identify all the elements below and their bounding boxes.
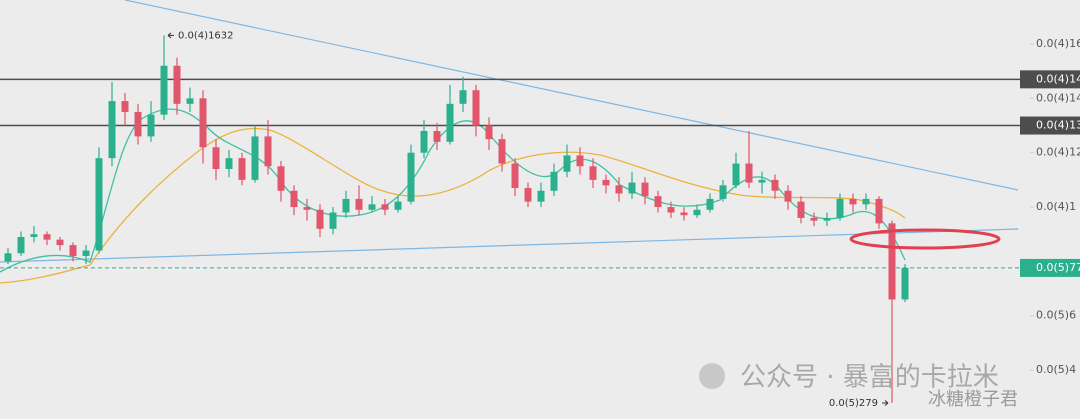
- candle-body: [719, 185, 727, 199]
- last-price-tag: [1020, 258, 1080, 277]
- candle-body: [888, 223, 896, 300]
- candle-body: [238, 158, 246, 180]
- candle-body: [745, 163, 753, 183]
- watermark-text: 公众号 · 暴富的卡拉米: [740, 363, 999, 393]
- candle-body: [108, 101, 116, 159]
- candle-body: [628, 182, 636, 194]
- level-label: 0.0(4)147: [1036, 72, 1080, 85]
- trend-line: [0, 228, 1019, 263]
- candle-body: [537, 190, 545, 202]
- y-tick-label: 0.0(4)14: [1036, 91, 1080, 104]
- candle-body: [784, 190, 792, 202]
- candle-body: [199, 98, 207, 148]
- watermark-author: 冰糖橙子君: [928, 389, 1018, 410]
- candle-body: [173, 65, 181, 104]
- candle-body: [147, 114, 155, 137]
- y-tick-label: 0.0(4)12: [1036, 146, 1080, 159]
- candle-body: [186, 98, 194, 104]
- candle-body: [511, 163, 519, 189]
- candle-body: [875, 198, 883, 224]
- candle-body: [550, 171, 558, 191]
- candle-body: [264, 136, 272, 167]
- candle-body: [225, 158, 233, 170]
- candle-body: [30, 234, 38, 237]
- candle-body: [355, 198, 363, 210]
- y-tick-label: 0.0(5)6: [1036, 309, 1076, 322]
- y-tick-label: 0.0(4)1: [1036, 200, 1076, 213]
- candle-body: [641, 182, 649, 197]
- candle-body: [82, 250, 90, 256]
- candle-body: [823, 217, 831, 221]
- candle-body: [758, 179, 766, 183]
- candle-body: [433, 130, 441, 142]
- moving-average-long: [0, 127, 906, 284]
- candle-body: [797, 201, 805, 218]
- watermark-icon: [699, 363, 725, 389]
- candle-body: [654, 196, 662, 208]
- candle-body: [160, 65, 168, 115]
- candle-body: [56, 239, 64, 246]
- candle-body: [563, 155, 571, 172]
- candle-body: [316, 209, 324, 229]
- candle-body: [680, 212, 688, 216]
- trend-line: [124, 0, 1019, 191]
- candle-body: [602, 179, 610, 186]
- y-tick-label: 0.0(5)4: [1036, 363, 1076, 376]
- candle-body: [498, 139, 506, 164]
- candle-body: [303, 207, 311, 210]
- candle-body: [771, 179, 779, 191]
- candle-body: [394, 201, 402, 210]
- candle-body: [485, 125, 493, 140]
- candle-body: [459, 90, 467, 104]
- candle-body: [446, 103, 454, 142]
- candle-body: [836, 198, 844, 218]
- candle-body: [901, 267, 909, 300]
- candle-body: [95, 158, 103, 251]
- candle-body: [524, 188, 532, 202]
- level-tag: [1020, 70, 1080, 89]
- candle-body: [381, 204, 389, 210]
- extreme-arrow: [167, 32, 174, 39]
- candle-body: [420, 130, 428, 153]
- candle-body: [589, 166, 597, 180]
- candle-body: [732, 163, 740, 186]
- plot-layer: 0.0(4)16 0.0(4)14 0.0(4)12 0.0(4)1 0.0(5)6 0.…: [0, 30, 1080, 409]
- candle-body: [277, 166, 285, 191]
- last-price-label: 0.0(5)776: [1036, 261, 1080, 274]
- candle-body: [368, 204, 376, 210]
- level-label: 0.0(4)130: [1036, 119, 1080, 132]
- candle-body: [4, 253, 12, 262]
- candle-body: [810, 217, 818, 221]
- candle-body: [17, 236, 25, 254]
- candle-body: [472, 90, 480, 126]
- extreme-label: 0.0(4)1632: [178, 30, 234, 41]
- candle-body: [69, 245, 77, 256]
- candle-body: [121, 101, 129, 112]
- candle-body: [407, 152, 415, 202]
- y-tick-label: 0.0(4)16: [1036, 37, 1080, 50]
- candle-body: [342, 198, 350, 213]
- candle-body: [251, 136, 259, 180]
- level-tag: [1020, 116, 1080, 135]
- extreme-arrow: [882, 400, 889, 406]
- candle-body: [134, 111, 142, 137]
- candle-body: [849, 198, 857, 205]
- candle-body: [576, 155, 584, 167]
- highlight-ellipse: [849, 228, 1001, 250]
- extreme-label: 0.0(5)279: [829, 398, 878, 409]
- candle-body: [667, 207, 675, 213]
- candle-body: [329, 212, 337, 229]
- candle-body: [693, 209, 701, 216]
- candle-body: [212, 147, 220, 170]
- candle-body: [615, 185, 623, 194]
- candle-body: [290, 190, 298, 208]
- candle-body: [706, 198, 714, 210]
- candle-body: [43, 234, 51, 240]
- candle-body: [862, 198, 870, 205]
